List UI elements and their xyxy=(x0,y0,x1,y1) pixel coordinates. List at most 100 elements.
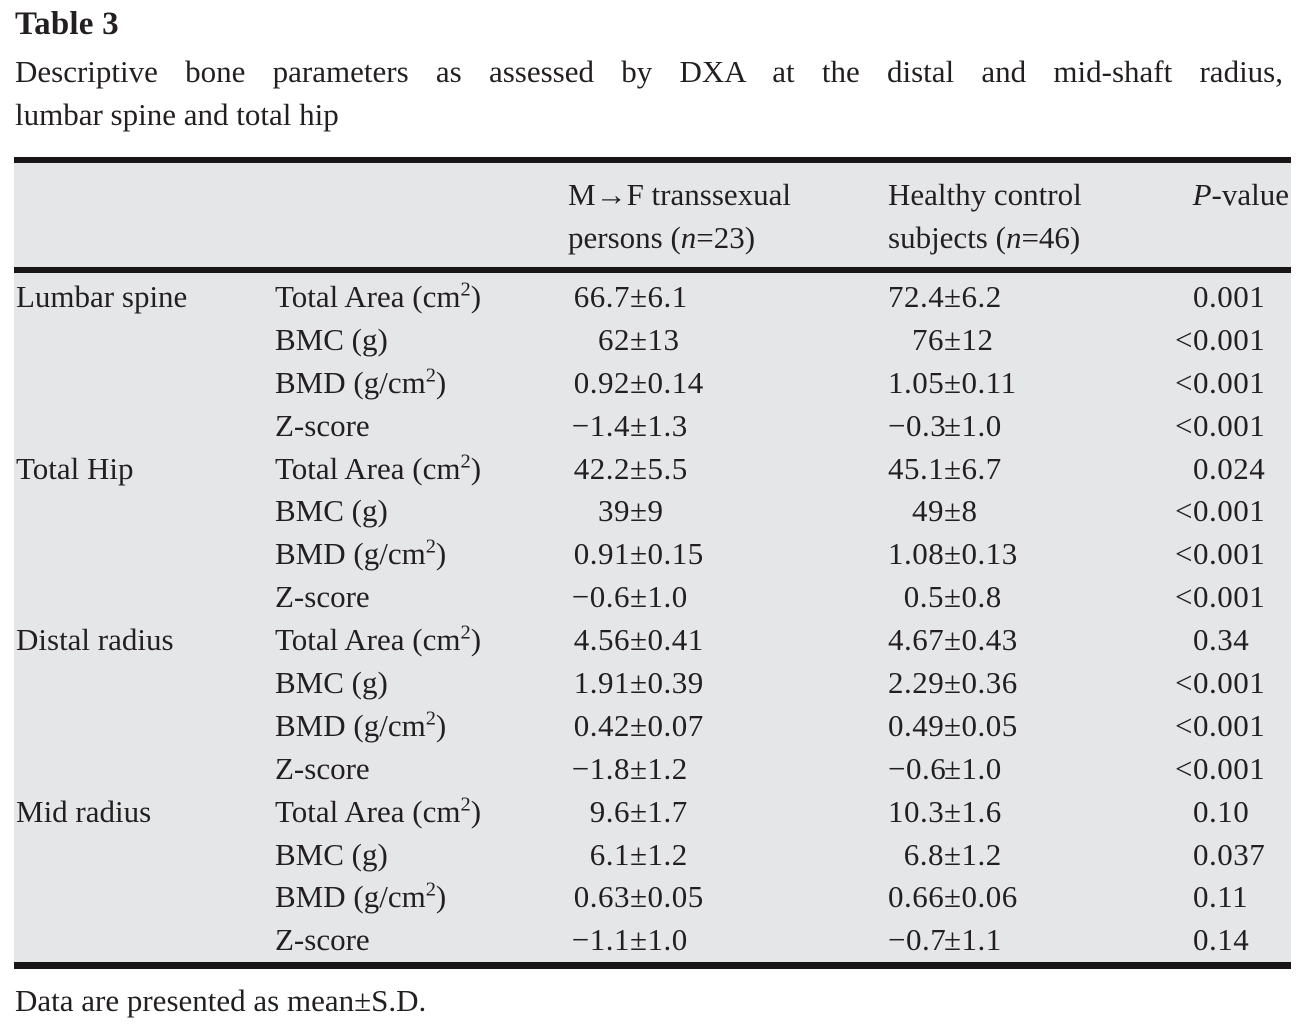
table-header-rule xyxy=(14,267,1291,273)
column-header-p-value: P-value xyxy=(1192,177,1289,212)
p-value: <0.001 xyxy=(1175,665,1266,701)
caption-line-2: lumbar spine and total hip xyxy=(15,97,339,132)
region-label xyxy=(14,405,275,448)
value-mf-transsexual: 39±9 xyxy=(598,493,664,529)
region-label: Lumbar spine xyxy=(16,279,188,314)
parameter-label: Z-score xyxy=(275,750,370,786)
table-bottom-rule xyxy=(14,962,1291,970)
region-label xyxy=(14,576,275,619)
p-value: 0.14 xyxy=(1193,922,1250,958)
parameter-label: BMC (g) xyxy=(275,493,388,529)
value-mf-transsexual: −1.1±1.0 xyxy=(571,922,688,958)
value-mf-transsexual: −0.6±1.0 xyxy=(571,579,688,615)
parameter-label: Total Area (cm2) xyxy=(275,450,482,486)
table-row: Mid radius Total Area (cm2) 9.6±1.7 10.3±1.… xyxy=(14,791,1291,834)
p-value: 0.11 xyxy=(1193,879,1249,915)
value-healthy-control: 0.49±0.05 xyxy=(888,707,1018,743)
p-value: <0.001 xyxy=(1175,321,1266,357)
parameter-label: Total Area (cm2) xyxy=(275,621,482,658)
table-row: BMD (g/cm2) 0.42±0.07 0.49±0.05 <0.001 xyxy=(14,705,1291,748)
value-mf-transsexual: 0.63±0.05 xyxy=(573,879,704,915)
value-mf-transsexual: 9.6±1.7 xyxy=(589,793,688,829)
value-mf-transsexual: 4.56±0.41 xyxy=(573,622,704,658)
value-mf-transsexual: 42.2±5.5 xyxy=(573,450,688,486)
p-value: 0.34 xyxy=(1193,622,1250,658)
table-row: BMD (g/cm2) 0.92±0.14 1.05±0.11 <0.001 xyxy=(14,362,1291,405)
value-healthy-control: 0.5±0.8 xyxy=(903,579,1002,615)
table-row: Z-score −1.1±1.0 −0.7±1.1 0.14 xyxy=(14,919,1291,962)
value-mf-transsexual: 1.91±0.39 xyxy=(573,665,704,701)
table-top-rule xyxy=(14,157,1291,163)
parameter-label: BMC (g) xyxy=(275,836,388,872)
region-label xyxy=(14,919,275,962)
table-footnote: Data are presented as mean±S.D. xyxy=(15,983,427,1018)
table-row: BMC (g) 1.91±0.39 2.29±0.36 <0.001 xyxy=(14,662,1291,705)
data-table: M→F transsexual persons (n=23) Healthy c… xyxy=(14,157,1291,970)
p-value: 0.001 xyxy=(1193,279,1266,314)
column-header-mf-group: M→F transsexual persons (n=23) xyxy=(568,173,888,259)
p-value: <0.001 xyxy=(1175,364,1266,400)
parameter-label: Total Area (cm2) xyxy=(275,793,482,829)
region-label: Mid radius xyxy=(16,793,152,829)
value-healthy-control: −0.7±1.1 xyxy=(888,922,1002,958)
region-label xyxy=(14,533,275,576)
region-label xyxy=(14,319,275,362)
value-healthy-control: 45.1±6.7 xyxy=(888,450,1002,486)
region-label xyxy=(14,876,275,919)
column-header-control-line1: Healthy control xyxy=(888,177,1082,212)
region-label: Distal radius xyxy=(16,622,174,658)
parameter-label: BMC (g) xyxy=(275,665,388,701)
table-row: BMC (g) 6.1±1.2 6.8±1.2 0.037 xyxy=(14,834,1291,877)
p-value: <0.001 xyxy=(1175,750,1266,786)
value-healthy-control: 2.29±0.36 xyxy=(888,665,1018,701)
parameter-label: Z-score xyxy=(275,922,370,958)
value-healthy-control: 1.08±0.13 xyxy=(888,536,1018,572)
table-row: BMC (g) 39±9 49±8 <0.001 xyxy=(14,490,1291,533)
table-row: Total Hip Total Area (cm2) 42.2±5.5 45.1±6.… xyxy=(14,448,1291,491)
table-row: BMD (g/cm2) 0.63±0.05 0.66±0.06 0.11 xyxy=(14,876,1291,919)
table-body: Lumbar spine Total Area (cm2) 66.7±6.1 72.4… xyxy=(14,273,1291,963)
region-label: Total Hip xyxy=(16,450,134,486)
p-value: <0.001 xyxy=(1175,536,1266,572)
parameter-label: BMD (g/cm2) xyxy=(275,879,447,915)
region-label xyxy=(14,834,275,877)
p-value: 0.10 xyxy=(1193,793,1250,829)
value-mf-transsexual: −1.4±1.3 xyxy=(571,407,688,443)
table-row: Distal radius Total Area (cm2) 4.56±0.41 4.… xyxy=(14,619,1291,662)
region-label xyxy=(14,662,275,705)
value-healthy-control: 72.4±6.2 xyxy=(888,279,1002,314)
value-healthy-control: −0.6±1.0 xyxy=(888,750,1002,786)
column-header-control-group: Healthy control subjects (n=46) xyxy=(888,173,1159,259)
caption-line-1: Descriptive bone parameters as assessed … xyxy=(15,54,1283,89)
value-healthy-control: 0.66±0.06 xyxy=(888,879,1018,915)
column-header-control-line2: subjects (n=46) xyxy=(888,220,1081,255)
value-healthy-control: 10.3±1.6 xyxy=(888,793,1002,829)
value-healthy-control: 76±12 xyxy=(912,321,994,357)
p-value: 0.037 xyxy=(1193,836,1266,872)
column-header-mf-line1: M→F transsexual xyxy=(568,177,792,212)
value-healthy-control: 4.67±0.43 xyxy=(888,622,1018,658)
value-mf-transsexual: 0.92±0.14 xyxy=(573,364,704,400)
parameter-label: Total Area (cm2) xyxy=(275,278,482,314)
region-label xyxy=(14,362,275,405)
p-value: 0.024 xyxy=(1193,450,1266,486)
value-healthy-control: −0.3±1.0 xyxy=(888,407,1002,443)
p-value: <0.001 xyxy=(1175,707,1266,743)
table-caption: Descriptive bone parameters as assessed … xyxy=(15,50,1283,136)
value-mf-transsexual: −1.8±1.2 xyxy=(571,750,688,786)
value-mf-transsexual: 0.42±0.07 xyxy=(573,707,704,743)
table-row: BMC (g) 62±13 76±12 <0.001 xyxy=(14,319,1291,362)
parameter-label: BMD (g/cm2) xyxy=(275,536,447,572)
header-spacer-region xyxy=(14,173,275,259)
region-label xyxy=(14,705,275,748)
table-header-row: M→F transsexual persons (n=23) Healthy c… xyxy=(14,163,1291,267)
column-header-mf-line2: persons (n=23) xyxy=(568,220,756,255)
parameter-label: BMC (g) xyxy=(275,321,388,357)
region-label xyxy=(14,748,275,791)
value-mf-transsexual: 0.91±0.15 xyxy=(573,536,704,572)
p-value: <0.001 xyxy=(1175,407,1266,443)
table-row: Z-score −0.6±1.0 0.5±0.8 <0.001 xyxy=(14,576,1291,619)
table-row: Z-score −1.4±1.3 −0.3±1.0 <0.001 xyxy=(14,405,1291,448)
parameter-label: BMD (g/cm2) xyxy=(275,707,447,743)
value-mf-transsexual: 6.1±1.2 xyxy=(589,836,688,872)
